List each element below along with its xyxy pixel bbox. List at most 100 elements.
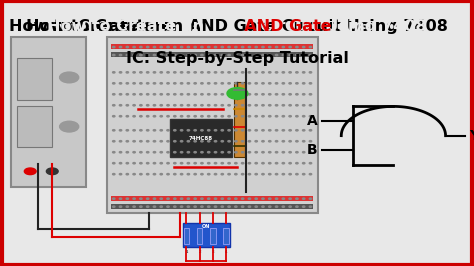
Circle shape	[126, 47, 128, 48]
Circle shape	[119, 198, 122, 200]
Circle shape	[201, 115, 203, 117]
Circle shape	[140, 105, 142, 106]
Circle shape	[167, 163, 169, 164]
Circle shape	[146, 173, 149, 175]
Circle shape	[187, 83, 190, 84]
Circle shape	[208, 54, 210, 56]
Circle shape	[126, 94, 128, 95]
Circle shape	[282, 130, 284, 131]
Circle shape	[262, 105, 264, 106]
Circle shape	[269, 94, 271, 95]
Text: B: B	[307, 143, 318, 157]
Circle shape	[221, 198, 223, 200]
Circle shape	[289, 54, 292, 56]
Circle shape	[194, 198, 196, 200]
Circle shape	[235, 115, 237, 117]
Circle shape	[187, 152, 190, 153]
Circle shape	[187, 47, 190, 48]
Circle shape	[187, 198, 190, 200]
Circle shape	[228, 141, 230, 142]
Circle shape	[241, 141, 244, 142]
Circle shape	[262, 152, 264, 153]
Circle shape	[296, 105, 298, 106]
Circle shape	[208, 83, 210, 84]
Circle shape	[262, 198, 264, 200]
Circle shape	[119, 130, 122, 131]
Circle shape	[282, 152, 284, 153]
Circle shape	[235, 72, 237, 73]
Circle shape	[140, 47, 142, 48]
Circle shape	[112, 198, 115, 200]
Circle shape	[275, 152, 278, 153]
Circle shape	[275, 163, 278, 164]
Circle shape	[214, 130, 217, 131]
Circle shape	[241, 72, 244, 73]
Circle shape	[173, 105, 176, 106]
Circle shape	[201, 163, 203, 164]
Circle shape	[289, 198, 292, 200]
Circle shape	[228, 206, 230, 207]
FancyBboxPatch shape	[111, 52, 313, 57]
Circle shape	[221, 54, 223, 56]
FancyBboxPatch shape	[223, 228, 229, 244]
Circle shape	[235, 173, 237, 175]
Circle shape	[112, 105, 115, 106]
Circle shape	[255, 198, 257, 200]
Circle shape	[227, 88, 248, 99]
Circle shape	[126, 54, 128, 56]
Circle shape	[255, 152, 257, 153]
Circle shape	[221, 173, 223, 175]
Circle shape	[302, 163, 305, 164]
Circle shape	[221, 130, 223, 131]
Circle shape	[167, 47, 169, 48]
Circle shape	[214, 47, 217, 48]
Circle shape	[201, 130, 203, 131]
Circle shape	[187, 105, 190, 106]
Circle shape	[194, 94, 196, 95]
Circle shape	[146, 141, 149, 142]
Circle shape	[214, 54, 217, 56]
Circle shape	[167, 130, 169, 131]
Circle shape	[241, 94, 244, 95]
Circle shape	[146, 105, 149, 106]
Circle shape	[173, 198, 176, 200]
Circle shape	[221, 152, 223, 153]
Circle shape	[241, 206, 244, 207]
Circle shape	[269, 141, 271, 142]
Circle shape	[133, 83, 135, 84]
Circle shape	[167, 94, 169, 95]
Circle shape	[60, 72, 79, 83]
Circle shape	[302, 130, 305, 131]
Circle shape	[221, 163, 223, 164]
Circle shape	[160, 115, 163, 117]
Text: 4: 4	[225, 250, 228, 254]
Circle shape	[146, 72, 149, 73]
Circle shape	[126, 198, 128, 200]
Circle shape	[201, 141, 203, 142]
Circle shape	[201, 83, 203, 84]
Circle shape	[133, 94, 135, 95]
Circle shape	[289, 206, 292, 207]
Circle shape	[153, 198, 155, 200]
Circle shape	[112, 130, 115, 131]
FancyBboxPatch shape	[182, 223, 230, 247]
Circle shape	[173, 173, 176, 175]
Circle shape	[181, 54, 183, 56]
Circle shape	[167, 72, 169, 73]
Circle shape	[126, 163, 128, 164]
Circle shape	[119, 173, 122, 175]
Circle shape	[153, 54, 155, 56]
Circle shape	[146, 206, 149, 207]
Circle shape	[208, 141, 210, 142]
Circle shape	[112, 141, 115, 142]
Circle shape	[181, 141, 183, 142]
Circle shape	[201, 47, 203, 48]
FancyBboxPatch shape	[197, 228, 202, 244]
Circle shape	[146, 47, 149, 48]
Circle shape	[187, 130, 190, 131]
Circle shape	[146, 54, 149, 56]
Circle shape	[133, 141, 135, 142]
Circle shape	[46, 168, 58, 174]
Circle shape	[119, 105, 122, 106]
Circle shape	[140, 141, 142, 142]
